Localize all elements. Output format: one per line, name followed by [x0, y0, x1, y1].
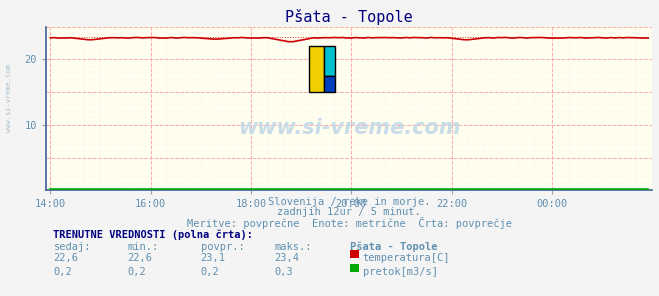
- Text: 22,6: 22,6: [53, 253, 78, 263]
- Title: Pšata - Topole: Pšata - Topole: [285, 9, 413, 25]
- Text: 0,3: 0,3: [274, 267, 293, 277]
- FancyBboxPatch shape: [308, 46, 324, 92]
- Bar: [350, 250, 359, 258]
- Text: povpr.:: povpr.:: [201, 242, 244, 252]
- Text: temperatura[C]: temperatura[C]: [362, 253, 450, 263]
- Text: 23,1: 23,1: [201, 253, 225, 263]
- Text: TRENUTNE VREDNOSTI (polna črta):: TRENUTNE VREDNOSTI (polna črta):: [53, 230, 254, 240]
- Text: 0,2: 0,2: [201, 267, 219, 277]
- Text: 22,6: 22,6: [127, 253, 152, 263]
- Text: 0,2: 0,2: [127, 267, 146, 277]
- Text: pretok[m3/s]: pretok[m3/s]: [362, 267, 438, 277]
- Text: www.si-vreme.com: www.si-vreme.com: [5, 64, 12, 132]
- Text: zadnjih 12ur / 5 minut.: zadnjih 12ur / 5 minut.: [277, 207, 421, 217]
- FancyBboxPatch shape: [324, 76, 335, 92]
- FancyBboxPatch shape: [324, 46, 335, 76]
- Text: Pšata - Topole: Pšata - Topole: [350, 242, 437, 252]
- Bar: [350, 264, 359, 272]
- Text: min.:: min.:: [127, 242, 158, 252]
- Text: Slovenija / reke in morje.: Slovenija / reke in morje.: [268, 197, 430, 207]
- Text: maks.:: maks.:: [274, 242, 312, 252]
- Text: sedaj:: sedaj:: [53, 242, 91, 252]
- Text: Meritve: povprečne  Enote: metrične  Črta: povprečje: Meritve: povprečne Enote: metrične Črta:…: [186, 217, 512, 229]
- Text: www.si-vreme.com: www.si-vreme.com: [238, 118, 461, 138]
- Text: 23,4: 23,4: [274, 253, 299, 263]
- Text: 0,2: 0,2: [53, 267, 72, 277]
